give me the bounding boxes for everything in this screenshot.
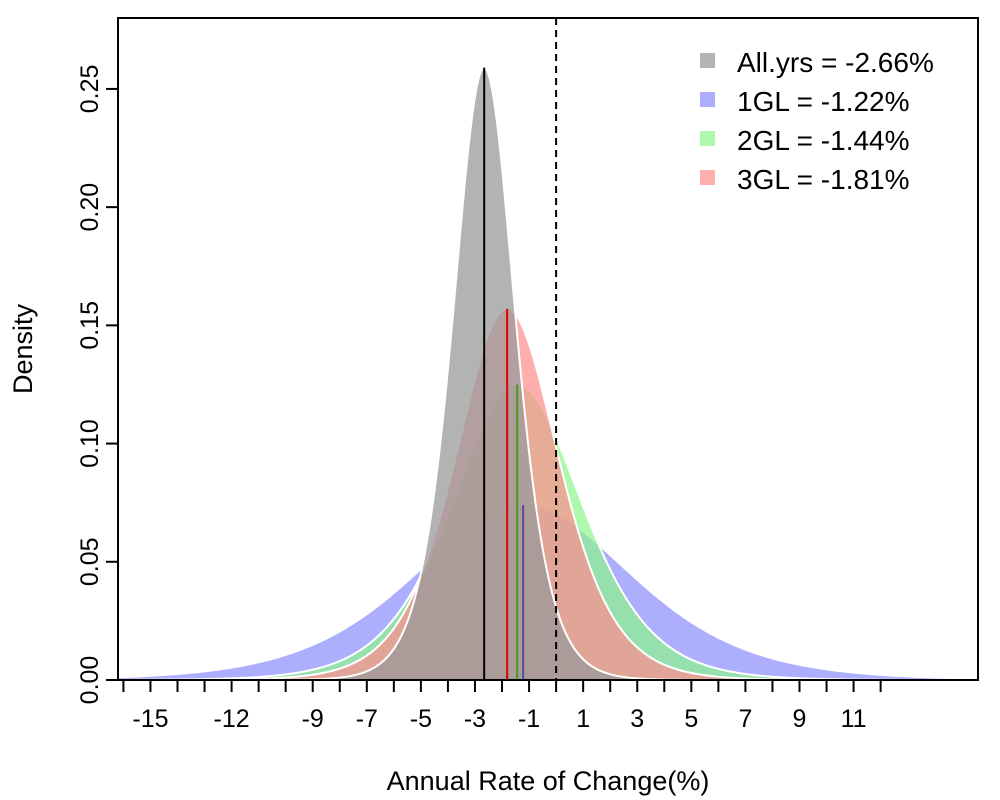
x-tick-label: 9 — [793, 705, 807, 733]
legend-swatch — [700, 170, 715, 185]
y-axis-title: Density — [8, 303, 38, 394]
legend-label: All.yrs = -2.66% — [737, 47, 934, 78]
y-tick-label: 0.25 — [76, 65, 104, 114]
density-areas — [117, 66, 979, 681]
x-tick-label: 11 — [841, 705, 867, 733]
x-tick-label: -9 — [302, 705, 324, 733]
legend-label: 1GL = -1.22% — [737, 86, 910, 117]
legend: All.yrs = -2.66% 1GL = -1.22% 2GL = -1.44%… — [700, 47, 934, 195]
x-tick-label: -15 — [132, 705, 168, 733]
x-axis-title: Annual Rate of Change(%) — [387, 766, 710, 796]
y-tick-label: 0.10 — [76, 419, 104, 468]
x-tick-label: -3 — [464, 705, 486, 733]
x-tick-label: -1 — [518, 705, 540, 733]
x-tick-label: 3 — [630, 705, 644, 733]
legend-swatch — [700, 53, 715, 68]
x-tick-label: 7 — [738, 705, 752, 733]
legend-swatch — [700, 92, 715, 107]
y-axis: 0.00 0.05 0.10 0.15 0.20 0.25 — [76, 65, 119, 705]
x-tick-label: 5 — [684, 705, 698, 733]
mean-lines — [483, 67, 525, 680]
legend-label: 3GL = -1.81% — [737, 164, 910, 195]
x-tick-label: -12 — [214, 705, 250, 733]
legend-swatch — [700, 131, 715, 146]
x-axis: -15 -12 -9 -7 -5 -3 -1 1 3 5 7 9 11 — [122, 679, 882, 733]
y-tick-label: 0.05 — [76, 537, 104, 586]
x-tick-label: 1 — [576, 705, 590, 733]
y-tick-label: 0.00 — [76, 656, 104, 705]
y-tick-label: 0.15 — [76, 301, 104, 350]
x-tick-label: -5 — [410, 705, 432, 733]
legend-label: 2GL = -1.44% — [737, 125, 910, 156]
x-tick-label: -7 — [356, 705, 378, 733]
y-tick-label: 0.20 — [76, 183, 104, 232]
